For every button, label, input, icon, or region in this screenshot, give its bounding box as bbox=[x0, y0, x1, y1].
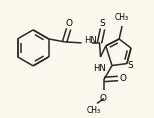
Text: O: O bbox=[99, 94, 107, 103]
Text: O: O bbox=[120, 74, 126, 83]
Text: HN: HN bbox=[85, 36, 97, 45]
Text: S: S bbox=[127, 61, 133, 70]
Text: CH₃: CH₃ bbox=[115, 13, 129, 22]
Text: S: S bbox=[100, 19, 105, 28]
Text: HN: HN bbox=[93, 64, 106, 73]
Text: O: O bbox=[65, 19, 72, 28]
Text: CH₃: CH₃ bbox=[87, 106, 101, 115]
